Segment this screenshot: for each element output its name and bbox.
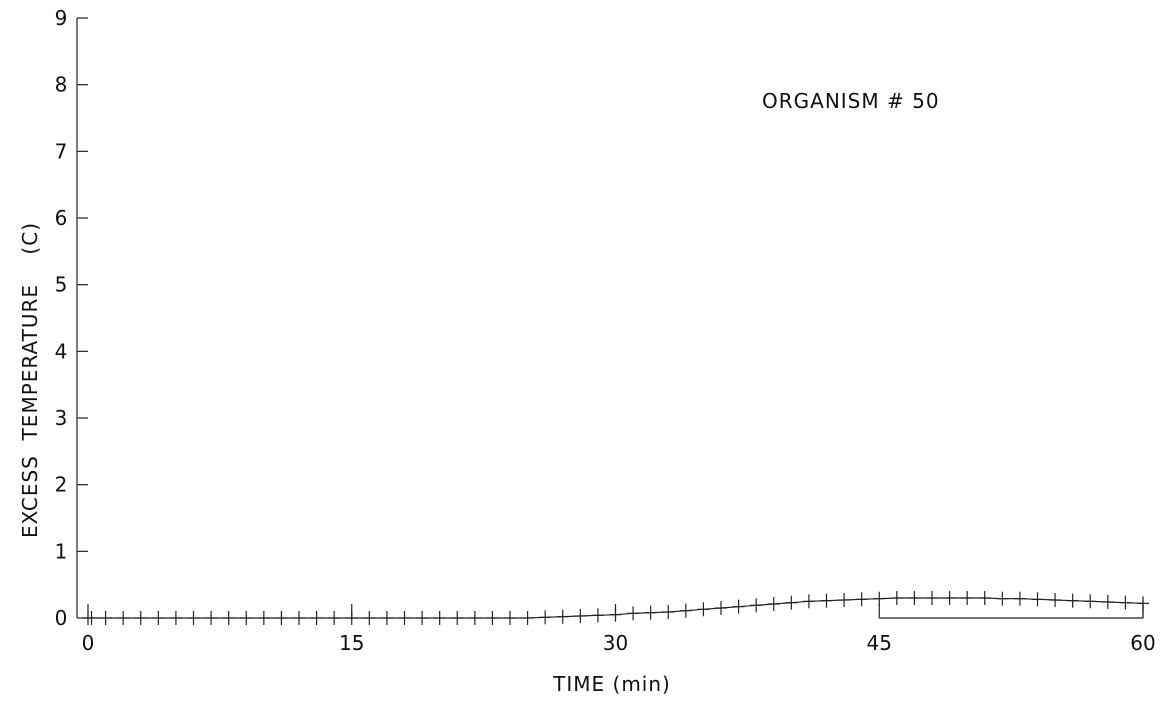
data-point	[1084, 594, 1097, 609]
data-point	[1119, 595, 1132, 610]
y-tick-label: 0	[55, 606, 68, 630]
data-point	[416, 611, 429, 625]
data-series	[82, 591, 1149, 625]
data-point	[222, 611, 235, 625]
data-point	[873, 591, 886, 606]
data-point	[908, 591, 921, 605]
data-point	[1101, 595, 1114, 609]
y-tick-label: 1	[55, 539, 68, 563]
data-point	[451, 611, 464, 625]
data-point	[556, 609, 569, 624]
x-tick-label: 0	[82, 631, 95, 655]
data-point	[732, 599, 745, 614]
x-tick-label: 15	[339, 631, 364, 655]
data-point	[978, 591, 991, 605]
data-point	[820, 593, 833, 608]
x-tick-label: 30	[603, 631, 628, 655]
y-tick-label: 5	[55, 273, 68, 297]
y-axis-label: EXCESS TEMPERATURE (C)	[18, 222, 42, 538]
y-tick-label: 8	[55, 73, 68, 97]
data-point	[117, 611, 130, 625]
data-point	[398, 611, 411, 625]
data-point	[205, 611, 218, 625]
data-point	[890, 591, 903, 605]
data-point	[486, 611, 499, 625]
x-axis-label: TIME (min)	[552, 672, 671, 696]
data-point	[521, 611, 534, 625]
data-point	[697, 602, 710, 617]
data-point	[662, 605, 675, 619]
data-point	[838, 593, 851, 607]
data-point	[99, 611, 112, 625]
data-point	[134, 611, 147, 625]
data-point	[644, 605, 657, 620]
data-point	[433, 611, 446, 625]
data-point	[169, 611, 182, 625]
data-point	[468, 611, 481, 625]
data-point	[85, 611, 98, 625]
x-tick-label: 60	[1130, 631, 1155, 655]
data-point	[240, 611, 253, 625]
data-point	[961, 591, 974, 605]
data-point	[750, 598, 763, 613]
data-point	[926, 591, 938, 605]
data-point	[345, 611, 358, 625]
data-point	[275, 611, 288, 625]
data-point	[802, 594, 815, 609]
data-point	[293, 611, 305, 625]
data-point	[310, 611, 323, 625]
chart-annotation: ORGANISM # 50	[762, 89, 940, 113]
y-tick-label: 6	[55, 206, 68, 230]
data-point	[679, 603, 692, 618]
data-point	[257, 611, 270, 625]
data-point	[1066, 593, 1079, 608]
data-point	[1013, 591, 1026, 606]
y-tick-label: 4	[55, 339, 68, 363]
data-point	[943, 591, 956, 605]
x-tick-label: 45	[867, 631, 892, 655]
data-point	[152, 611, 165, 625]
data-point	[591, 608, 604, 623]
data-point	[328, 611, 341, 625]
data-point	[767, 597, 780, 611]
data-point	[363, 611, 376, 625]
data-point	[539, 610, 552, 625]
data-point	[855, 592, 868, 607]
data-point	[627, 606, 640, 621]
data-point	[1137, 596, 1149, 611]
data-point	[187, 611, 200, 625]
data-point	[785, 595, 798, 610]
data-point	[1049, 593, 1062, 607]
data-point	[609, 607, 622, 622]
data-point	[504, 611, 516, 625]
data-point	[715, 601, 727, 615]
y-tick-label: 2	[55, 473, 68, 497]
data-point	[574, 609, 587, 623]
y-tick-label: 3	[55, 406, 68, 430]
data-point	[1031, 592, 1044, 607]
data-point	[996, 591, 1009, 606]
y-tick-label: 7	[55, 139, 68, 163]
data-point	[380, 611, 393, 625]
y-tick-label: 9	[55, 6, 68, 30]
